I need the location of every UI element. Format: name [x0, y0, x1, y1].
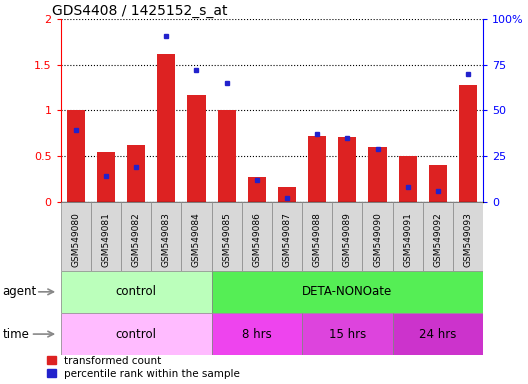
Text: control: control [116, 328, 157, 341]
Bar [308, 136, 326, 202]
Text: GSM549087: GSM549087 [282, 212, 291, 267]
Text: GSM549082: GSM549082 [131, 212, 140, 267]
Text: GSM549086: GSM549086 [252, 212, 261, 267]
Bar [369, 147, 386, 202]
Bar [393, 313, 483, 355]
Bar [187, 95, 205, 202]
FancyBboxPatch shape [423, 202, 453, 271]
Bar [399, 156, 417, 202]
Bar [61, 271, 212, 313]
Text: GSM549090: GSM549090 [373, 212, 382, 267]
Text: 8 hrs: 8 hrs [242, 328, 272, 341]
Bar [278, 187, 296, 202]
FancyBboxPatch shape [151, 202, 182, 271]
FancyBboxPatch shape [212, 202, 242, 271]
FancyBboxPatch shape [302, 202, 332, 271]
FancyBboxPatch shape [332, 202, 362, 271]
Bar [61, 313, 212, 355]
Bar [67, 111, 85, 202]
Text: agent: agent [3, 285, 37, 298]
Bar [338, 137, 356, 202]
Bar [248, 177, 266, 202]
Bar [218, 111, 235, 202]
FancyBboxPatch shape [393, 202, 423, 271]
Bar [429, 165, 447, 202]
Text: time: time [3, 328, 30, 341]
FancyBboxPatch shape [91, 202, 121, 271]
FancyBboxPatch shape [242, 202, 272, 271]
Text: GSM549089: GSM549089 [343, 212, 352, 267]
Bar [127, 145, 145, 202]
Text: GSM549088: GSM549088 [313, 212, 322, 267]
Text: GSM549091: GSM549091 [403, 212, 412, 267]
FancyBboxPatch shape [272, 202, 302, 271]
Text: GSM549084: GSM549084 [192, 212, 201, 267]
Bar [212, 313, 302, 355]
Bar [302, 313, 393, 355]
Text: GDS4408 / 1425152_s_at: GDS4408 / 1425152_s_at [52, 4, 228, 18]
FancyBboxPatch shape [182, 202, 212, 271]
Text: GSM549080: GSM549080 [71, 212, 80, 267]
Bar [97, 152, 115, 202]
FancyBboxPatch shape [121, 202, 151, 271]
Text: 24 hrs: 24 hrs [419, 328, 457, 341]
FancyBboxPatch shape [362, 202, 393, 271]
FancyBboxPatch shape [61, 202, 91, 271]
Text: GSM549083: GSM549083 [162, 212, 171, 267]
Text: 15 hrs: 15 hrs [329, 328, 366, 341]
Text: GSM549081: GSM549081 [101, 212, 110, 267]
Text: GSM549093: GSM549093 [464, 212, 473, 267]
Bar [157, 54, 175, 202]
Text: DETA-NONOate: DETA-NONOate [302, 285, 392, 298]
Bar [212, 271, 483, 313]
Text: control: control [116, 285, 157, 298]
FancyBboxPatch shape [453, 202, 483, 271]
Text: GSM549092: GSM549092 [433, 212, 442, 267]
Legend: transformed count, percentile rank within the sample: transformed count, percentile rank withi… [48, 356, 240, 379]
Text: GSM549085: GSM549085 [222, 212, 231, 267]
Bar [459, 85, 477, 202]
